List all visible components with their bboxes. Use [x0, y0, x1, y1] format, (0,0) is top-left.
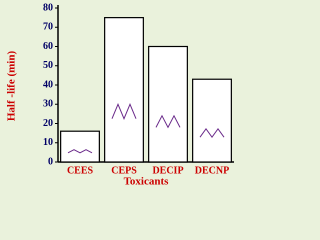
y-tick-label: 70 [43, 22, 53, 33]
y-axis-label: Half -life (min) [6, 51, 18, 122]
molecule-sketch [67, 149, 93, 154]
x-tick-label: CEES [67, 165, 94, 176]
y-tick-label: 40 [43, 79, 53, 90]
y-tick-label: 80 [43, 2, 53, 13]
bar [192, 78, 232, 163]
x-tick-label: DECNP [195, 165, 229, 176]
y-tick-label: 0 [48, 156, 53, 167]
bar [148, 45, 188, 163]
x-tick-label: CEPS [111, 165, 137, 176]
y-tick-label: 50 [43, 60, 53, 71]
bar [60, 130, 100, 163]
y-tick-label: 20 [43, 118, 53, 129]
molecule-sketch [155, 114, 181, 129]
y-tick-label: 10 [43, 137, 53, 148]
x-tick-label: DECIP [152, 165, 183, 176]
molecule-sketch [199, 128, 225, 139]
bar [104, 17, 144, 163]
y-tick-label: 60 [43, 41, 53, 52]
y-tick-label: 30 [43, 99, 53, 110]
molecule-sketch [111, 102, 137, 120]
chart: Half -life (min) Toxicants 0 10 20 30 40 50 60… [5, 2, 234, 188]
x-axis-label: Toxicants [124, 176, 170, 188]
